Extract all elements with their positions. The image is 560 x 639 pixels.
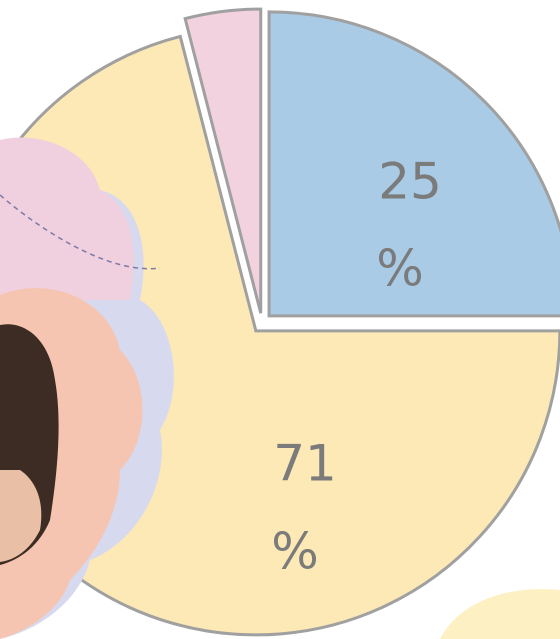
chart: 25% 71% <box>0 0 560 639</box>
data-label-number: 25 <box>378 153 442 211</box>
yellow-blob <box>440 589 560 639</box>
data-label-unit: % <box>376 240 424 298</box>
data-label-number: 71 <box>273 435 337 493</box>
data-label-unit: % <box>271 523 319 581</box>
